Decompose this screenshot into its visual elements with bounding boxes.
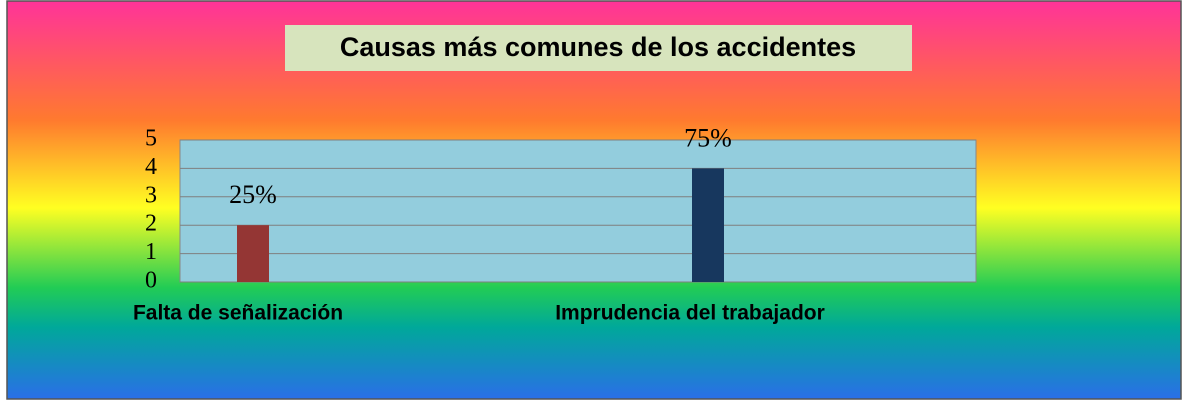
y-tick-label: 0 bbox=[145, 268, 157, 294]
bar bbox=[237, 225, 269, 282]
y-tick-label: 1 bbox=[145, 239, 157, 265]
y-tick-label: 3 bbox=[145, 182, 157, 208]
plot-area bbox=[179, 139, 977, 283]
chart-title: Causas más comunes de los accidentes bbox=[340, 32, 856, 62]
y-tick-label: 4 bbox=[145, 154, 157, 180]
bar bbox=[692, 168, 724, 282]
annotation: 75% bbox=[684, 123, 732, 152]
x-tick-label: Falta de señalización bbox=[133, 302, 343, 325]
annotation: 25% bbox=[229, 180, 277, 209]
x-tick-label: Imprudencia del trabajador bbox=[555, 302, 825, 325]
title-box bbox=[285, 25, 912, 71]
y-tick-label: 5 bbox=[145, 126, 157, 152]
y-tick-label: 2 bbox=[145, 211, 157, 237]
